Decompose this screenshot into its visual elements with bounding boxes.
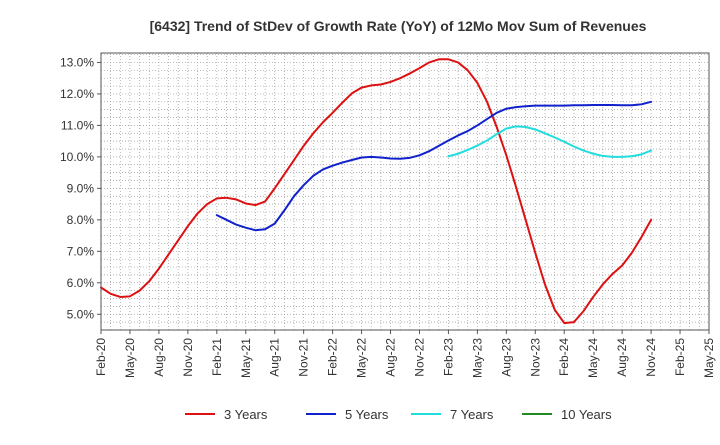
y-tick-label: 8.0% (67, 213, 95, 227)
series-layer (100, 58, 653, 325)
x-tick-label: Aug-20 (152, 338, 166, 377)
plot-frame (100, 52, 710, 331)
x-tick-label: Nov-24 (644, 338, 658, 377)
legend-label-10-years: 10 Years (561, 407, 612, 422)
series-line-7-years (447, 125, 653, 158)
legend: 3 Years 5 Years 7 Years 10 Years (185, 407, 612, 422)
y-tick-label: 12.0% (60, 87, 94, 101)
x-tick-label: Aug-24 (615, 338, 629, 377)
series-line-5-years (215, 100, 653, 232)
y-tick-label: 11.0% (61, 118, 94, 132)
x-tick-label: May-24 (586, 338, 600, 378)
x-tick-label: Feb-20 (94, 338, 108, 376)
x-tick-label: Feb-25 (673, 338, 687, 376)
x-tick-label: Feb-24 (557, 338, 571, 376)
x-tick-label: Nov-20 (181, 338, 195, 377)
x-tick-label: Aug-21 (268, 338, 282, 377)
x-tick-label: Aug-22 (384, 338, 398, 377)
x-tick-label: Nov-21 (297, 338, 311, 377)
x-tick-label: Feb-23 (441, 338, 455, 376)
x-tick-label: Nov-22 (412, 338, 426, 377)
y-tick-label: 6.0% (67, 276, 95, 290)
y-tick-label: 7.0% (67, 244, 95, 258)
x-tick-label: May-21 (239, 338, 253, 378)
x-tick-label: May-20 (123, 338, 137, 378)
x-tick-label: May-25 (702, 338, 716, 378)
legend-label-7-years: 7 Years (450, 407, 494, 422)
y-tick-label: 5.0% (67, 307, 95, 321)
chart-title: [6432] Trend of StDev of Growth Rate (Yo… (150, 18, 647, 34)
series-line-3-years (100, 58, 653, 325)
x-tick-label: Feb-22 (326, 338, 340, 376)
y-tick-label: 10.0% (60, 150, 94, 164)
y-tick-label: 9.0% (67, 181, 95, 195)
grid-layer (101, 53, 709, 330)
x-tick-label: May-23 (470, 338, 484, 378)
x-tick-label: Feb-21 (210, 338, 224, 376)
x-tick-label: Nov-23 (528, 338, 542, 377)
x-tick-label: May-22 (355, 338, 369, 378)
y-tick-label: 13.0% (60, 55, 94, 69)
x-tick-label: Aug-23 (499, 338, 513, 377)
legend-label-5-years: 5 Years (345, 407, 389, 422)
legend-label-3-years: 3 Years (224, 407, 268, 422)
axis-layer: 5.0% 6.0% 7.0% 8.0% 9.0% 10.0% 11.0% 12.0% 13.0%… (60, 55, 716, 378)
